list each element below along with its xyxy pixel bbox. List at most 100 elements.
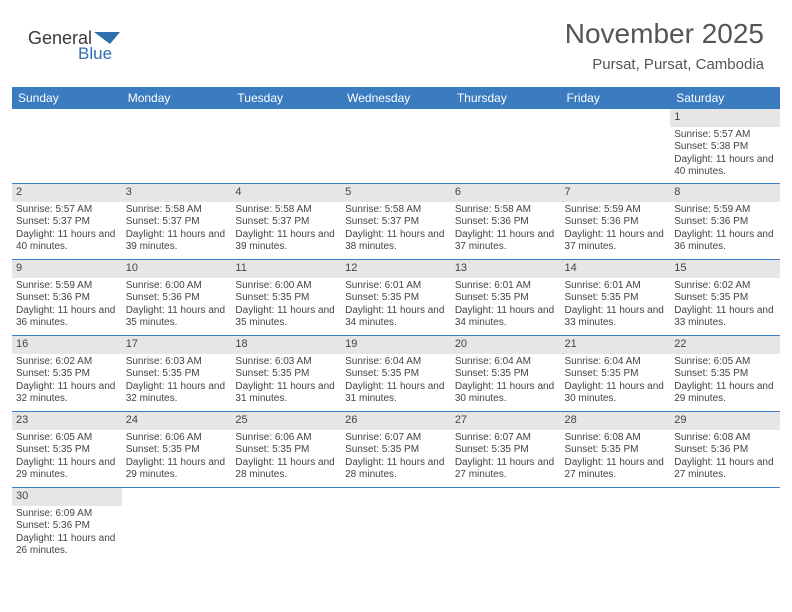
- day-number: [561, 109, 671, 113]
- daylight-text: Daylight: 11 hours and 40 minutes.: [16, 229, 118, 254]
- calendar-cell: [670, 487, 780, 563]
- day-body: Sunrise: 6:01 AMSunset: 5:35 PMDaylight:…: [451, 278, 561, 334]
- day-body: Sunrise: 5:58 AMSunset: 5:37 PMDaylight:…: [341, 202, 451, 258]
- sunset-text: Sunset: 5:37 PM: [126, 216, 228, 229]
- day-number: [561, 488, 671, 492]
- calendar-week-row: 30Sunrise: 6:09 AMSunset: 5:36 PMDayligh…: [12, 487, 780, 563]
- sunset-text: Sunset: 5:36 PM: [126, 292, 228, 305]
- sunset-text: Sunset: 5:37 PM: [345, 216, 447, 229]
- sunset-text: Sunset: 5:35 PM: [455, 292, 557, 305]
- sunset-text: Sunset: 5:35 PM: [126, 368, 228, 381]
- daylight-text: Daylight: 11 hours and 29 minutes.: [16, 457, 118, 482]
- day-body: Sunrise: 6:02 AMSunset: 5:35 PMDaylight:…: [12, 354, 122, 410]
- day-number: 22: [670, 336, 780, 354]
- calendar-cell: 30Sunrise: 6:09 AMSunset: 5:36 PMDayligh…: [12, 487, 122, 563]
- day-body: Sunrise: 5:58 AMSunset: 5:37 PMDaylight:…: [122, 202, 232, 258]
- day-number: [231, 109, 341, 113]
- sunset-text: Sunset: 5:37 PM: [16, 216, 118, 229]
- sunset-text: Sunset: 5:36 PM: [674, 216, 776, 229]
- sunrise-text: Sunrise: 6:01 AM: [455, 280, 557, 293]
- day-number: 3: [122, 184, 232, 202]
- calendar-cell: 14Sunrise: 6:01 AMSunset: 5:35 PMDayligh…: [561, 259, 671, 335]
- day-number: 9: [12, 260, 122, 278]
- daylight-text: Daylight: 11 hours and 32 minutes.: [16, 381, 118, 406]
- calendar-cell: [231, 487, 341, 563]
- day-number: 23: [12, 412, 122, 430]
- calendar-cell: [561, 109, 671, 183]
- day-body: Sunrise: 5:58 AMSunset: 5:37 PMDaylight:…: [231, 202, 341, 258]
- sunrise-text: Sunrise: 5:58 AM: [455, 204, 557, 217]
- day-number: [341, 109, 451, 113]
- sunrise-text: Sunrise: 5:57 AM: [674, 129, 776, 142]
- sunrise-text: Sunrise: 6:07 AM: [455, 432, 557, 445]
- daylight-text: Daylight: 11 hours and 37 minutes.: [455, 229, 557, 254]
- day-number: 30: [12, 488, 122, 506]
- calendar-cell: 23Sunrise: 6:05 AMSunset: 5:35 PMDayligh…: [12, 411, 122, 487]
- sunset-text: Sunset: 5:38 PM: [674, 141, 776, 154]
- sunset-text: Sunset: 5:36 PM: [16, 520, 118, 533]
- calendar-cell: [341, 109, 451, 183]
- calendar-cell: [561, 487, 671, 563]
- day-number: 18: [231, 336, 341, 354]
- daylight-text: Daylight: 11 hours and 34 minutes.: [455, 305, 557, 330]
- day-body: Sunrise: 6:04 AMSunset: 5:35 PMDaylight:…: [341, 354, 451, 410]
- sunrise-text: Sunrise: 6:08 AM: [674, 432, 776, 445]
- daylight-text: Daylight: 11 hours and 32 minutes.: [126, 381, 228, 406]
- day-number: 13: [451, 260, 561, 278]
- day-number: 28: [561, 412, 671, 430]
- calendar-cell: 22Sunrise: 6:05 AMSunset: 5:35 PMDayligh…: [670, 335, 780, 411]
- sunrise-text: Sunrise: 6:07 AM: [345, 432, 447, 445]
- day-body: Sunrise: 6:08 AMSunset: 5:35 PMDaylight:…: [561, 430, 671, 486]
- day-body: Sunrise: 6:04 AMSunset: 5:35 PMDaylight:…: [561, 354, 671, 410]
- calendar-week-row: 1Sunrise: 5:57 AMSunset: 5:38 PMDaylight…: [12, 109, 780, 183]
- day-body: Sunrise: 6:06 AMSunset: 5:35 PMDaylight:…: [231, 430, 341, 486]
- sunset-text: Sunset: 5:35 PM: [345, 368, 447, 381]
- calendar-cell: 24Sunrise: 6:06 AMSunset: 5:35 PMDayligh…: [122, 411, 232, 487]
- sunrise-text: Sunrise: 6:00 AM: [126, 280, 228, 293]
- day-body: Sunrise: 6:04 AMSunset: 5:35 PMDaylight:…: [451, 354, 561, 410]
- day-number: [12, 109, 122, 113]
- daylight-text: Daylight: 11 hours and 28 minutes.: [345, 457, 447, 482]
- sunset-text: Sunset: 5:36 PM: [455, 216, 557, 229]
- day-number: 10: [122, 260, 232, 278]
- calendar-cell: 6Sunrise: 5:58 AMSunset: 5:36 PMDaylight…: [451, 183, 561, 259]
- calendar-cell: [451, 487, 561, 563]
- calendar-cell: 8Sunrise: 5:59 AMSunset: 5:36 PMDaylight…: [670, 183, 780, 259]
- calendar-week-row: 16Sunrise: 6:02 AMSunset: 5:35 PMDayligh…: [12, 335, 780, 411]
- sunrise-text: Sunrise: 5:59 AM: [565, 204, 667, 217]
- sunset-text: Sunset: 5:35 PM: [235, 368, 337, 381]
- day-number: 17: [122, 336, 232, 354]
- sunset-text: Sunset: 5:35 PM: [16, 368, 118, 381]
- calendar-cell: [451, 109, 561, 183]
- day-body: Sunrise: 6:01 AMSunset: 5:35 PMDaylight:…: [561, 278, 671, 334]
- day-number: [231, 488, 341, 492]
- day-number: 8: [670, 184, 780, 202]
- logo: General Blue: [28, 18, 138, 67]
- sunset-text: Sunset: 5:36 PM: [674, 444, 776, 457]
- calendar-cell: [12, 109, 122, 183]
- calendar-cell: 27Sunrise: 6:07 AMSunset: 5:35 PMDayligh…: [451, 411, 561, 487]
- day-number: 20: [451, 336, 561, 354]
- sunset-text: Sunset: 5:36 PM: [565, 216, 667, 229]
- daylight-text: Daylight: 11 hours and 28 minutes.: [235, 457, 337, 482]
- weekday-row: SundayMondayTuesdayWednesdayThursdayFrid…: [12, 87, 780, 109]
- sunrise-text: Sunrise: 6:03 AM: [235, 356, 337, 369]
- title-block: November 2025 Pursat, Pursat, Cambodia: [565, 18, 764, 73]
- daylight-text: Daylight: 11 hours and 27 minutes.: [455, 457, 557, 482]
- sunset-text: Sunset: 5:35 PM: [674, 368, 776, 381]
- sunrise-text: Sunrise: 6:05 AM: [674, 356, 776, 369]
- sunrise-text: Sunrise: 6:04 AM: [455, 356, 557, 369]
- calendar-week-row: 2Sunrise: 5:57 AMSunset: 5:37 PMDaylight…: [12, 183, 780, 259]
- day-body: Sunrise: 5:57 AMSunset: 5:38 PMDaylight:…: [670, 127, 780, 183]
- daylight-text: Daylight: 11 hours and 27 minutes.: [565, 457, 667, 482]
- calendar-cell: 9Sunrise: 5:59 AMSunset: 5:36 PMDaylight…: [12, 259, 122, 335]
- sunrise-text: Sunrise: 6:01 AM: [565, 280, 667, 293]
- sunrise-text: Sunrise: 5:58 AM: [235, 204, 337, 217]
- day-body: Sunrise: 6:00 AMSunset: 5:35 PMDaylight:…: [231, 278, 341, 334]
- calendar-body: 1Sunrise: 5:57 AMSunset: 5:38 PMDaylight…: [12, 109, 780, 563]
- day-number: [670, 488, 780, 492]
- sunrise-text: Sunrise: 6:06 AM: [235, 432, 337, 445]
- day-body: Sunrise: 6:02 AMSunset: 5:35 PMDaylight:…: [670, 278, 780, 334]
- daylight-text: Daylight: 11 hours and 36 minutes.: [16, 305, 118, 330]
- sunrise-text: Sunrise: 6:02 AM: [16, 356, 118, 369]
